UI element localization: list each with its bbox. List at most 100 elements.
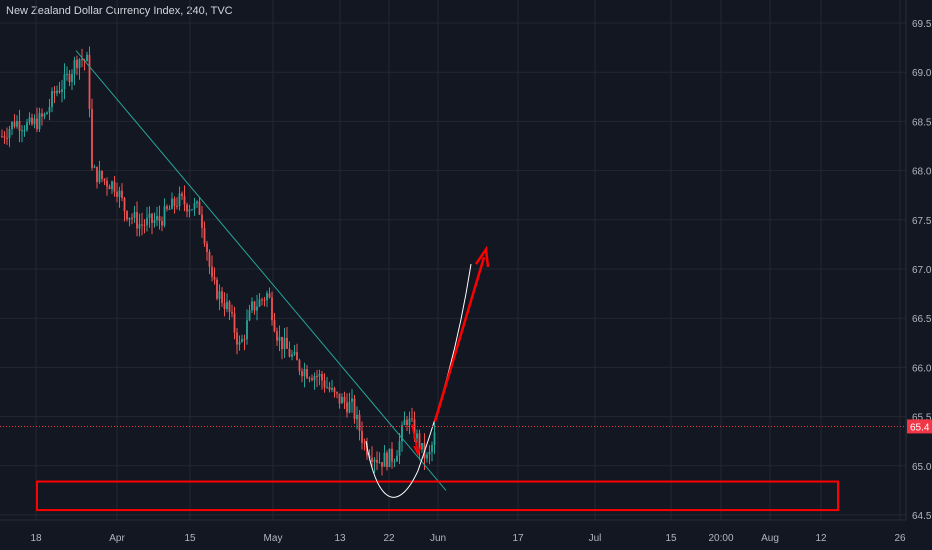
candle-body: [348, 401, 351, 413]
candle-body: [131, 217, 133, 219]
x-tick-label: Apr: [109, 533, 125, 544]
candle-body: [43, 114, 46, 117]
candle-body: [346, 402, 348, 413]
candle-body: [31, 117, 33, 125]
candle-body: [86, 54, 88, 62]
candle-body: [133, 212, 136, 218]
candle-body: [253, 301, 256, 311]
candle-body: [388, 448, 391, 467]
candle-body: [381, 462, 383, 467]
candle-body: [353, 398, 356, 420]
projection-curve: [365, 264, 472, 498]
candle-body: [316, 376, 318, 378]
candle-body: [328, 387, 331, 390]
y-tick-label: 65.0: [912, 462, 932, 473]
candle-body: [188, 209, 191, 212]
candle-body: [358, 414, 361, 431]
candle-body: [126, 211, 128, 220]
candle-body: [326, 387, 328, 389]
candle-body: [308, 378, 311, 380]
candle-body: [301, 371, 303, 377]
candle-body: [191, 209, 193, 211]
candle-body: [96, 166, 98, 183]
y-tick-label: 64.5: [912, 511, 932, 522]
candle-body: [106, 180, 108, 187]
candle-body: [118, 190, 121, 197]
x-tick-label: Jul: [589, 533, 602, 544]
candle-body: [121, 190, 123, 198]
candle-body: [416, 433, 418, 439]
candle-body: [38, 113, 41, 130]
x-tick-label: 17: [512, 533, 524, 544]
candle-body: [281, 336, 283, 350]
candle-body: [371, 457, 373, 462]
candle-body: [41, 113, 43, 117]
candle-body: [193, 203, 196, 210]
candle-body: [61, 89, 63, 93]
candle-body: [108, 186, 111, 190]
candle-body: [421, 443, 423, 450]
candle-body: [198, 201, 201, 215]
candle-body: [186, 204, 188, 212]
candle-body: [111, 181, 113, 190]
candle-body: [413, 419, 416, 439]
candle-body: [261, 299, 263, 301]
candle-body: [78, 59, 81, 69]
candle-body: [3, 136, 6, 138]
candle-body: [138, 224, 141, 229]
candle-body: [166, 206, 168, 210]
candle-body: [268, 293, 271, 298]
up-arrow-line: [433, 256, 486, 422]
candle-body: [263, 299, 266, 301]
x-tick-label: Aug: [761, 533, 779, 544]
candle-body: [408, 418, 411, 425]
candle-body: [391, 448, 393, 462]
candle-body: [181, 193, 183, 197]
candle-body: [331, 388, 333, 390]
candle-body: [288, 348, 291, 357]
candle-body: [211, 266, 213, 277]
candle-body: [11, 122, 13, 130]
y-tick-label: 68.5: [912, 117, 932, 128]
candle-body: [306, 369, 308, 379]
candle-body: [26, 122, 28, 131]
candle-body: [303, 369, 306, 377]
candle-body: [146, 217, 148, 226]
candle-body: [21, 130, 23, 132]
y-tick-label: 67.5: [912, 216, 932, 227]
support-zone-rect: [36, 480, 839, 512]
candle-body: [333, 388, 336, 393]
y-tick-label: 66.0: [912, 363, 932, 374]
candle-body: [33, 118, 36, 125]
candle-body: [283, 337, 286, 350]
candle-body: [313, 376, 316, 381]
candle-body: [318, 373, 321, 377]
candle-body: [73, 59, 76, 74]
candle-body: [271, 297, 273, 321]
x-tick-label: May: [264, 533, 283, 544]
current-price-label: 65.4: [910, 422, 930, 433]
candle-body: [151, 213, 153, 223]
candle-body: [406, 419, 408, 425]
candle-body: [143, 224, 146, 226]
candle-body: [361, 430, 363, 443]
candle-body: [128, 217, 131, 220]
candle-body: [158, 216, 161, 221]
candle-body: [393, 461, 396, 463]
current-price-tag: [907, 419, 932, 434]
y-tick-label: 69.0: [912, 68, 932, 79]
x-tick-label: 13: [334, 533, 346, 544]
candle-body: [323, 380, 326, 388]
candle-body: [203, 227, 206, 244]
candle-body: [296, 352, 298, 361]
y-tick-label: 66.5: [912, 314, 932, 325]
candle-body: [378, 462, 381, 464]
trendline: [75, 50, 447, 491]
candle-body: [351, 398, 353, 402]
candle-body: [123, 197, 126, 212]
candle-body: [228, 301, 231, 312]
candle-body: [208, 252, 211, 267]
candle-body: [278, 336, 281, 341]
candle-body: [141, 224, 143, 226]
candle-body: [53, 91, 56, 94]
